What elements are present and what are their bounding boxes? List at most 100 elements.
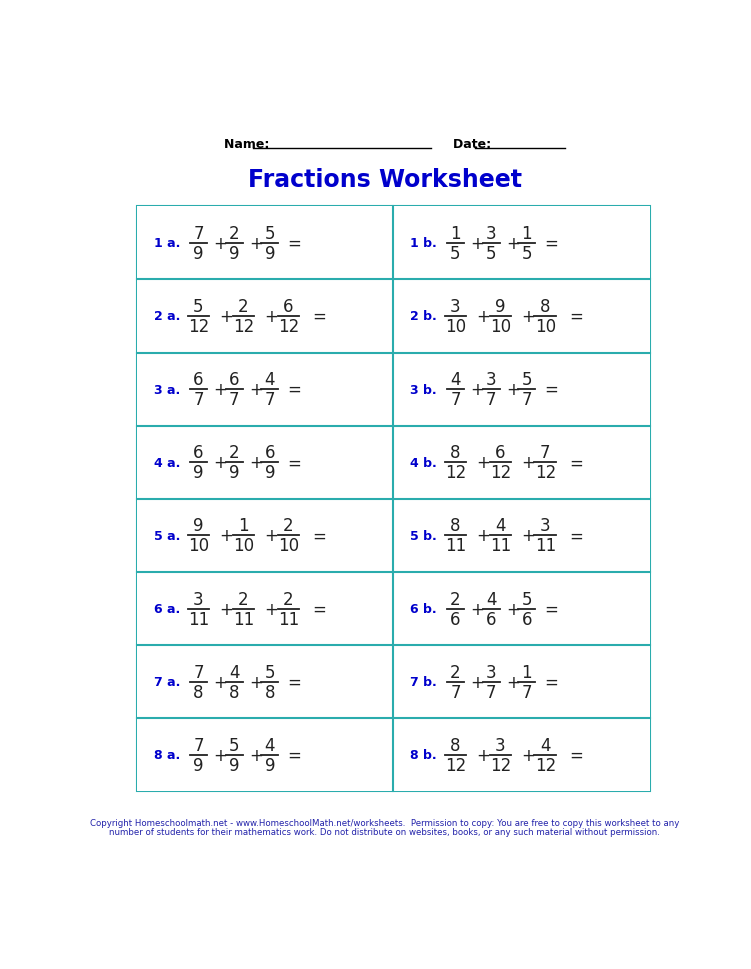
Text: +: + (249, 746, 263, 765)
Bar (137, 426, 394, 499)
Text: 7 b.: 7 b. (411, 675, 437, 689)
Text: 2: 2 (450, 590, 460, 608)
Text: 6: 6 (521, 610, 532, 628)
Text: 4 b.: 4 b. (411, 456, 437, 469)
Text: +: + (219, 308, 234, 326)
Text: =: = (569, 746, 584, 765)
Text: 7: 7 (193, 225, 204, 242)
Text: 5 b.: 5 b. (411, 529, 437, 543)
Text: 11: 11 (535, 537, 556, 555)
Text: +: + (470, 381, 484, 398)
Text: +: + (264, 600, 279, 618)
Text: 8: 8 (264, 683, 275, 701)
Bar (137, 207, 394, 280)
Bar (137, 353, 394, 426)
Text: 1: 1 (521, 663, 532, 681)
Text: +: + (506, 673, 520, 691)
Text: 9: 9 (193, 464, 204, 482)
Text: 6: 6 (229, 371, 240, 389)
Text: 1 b.: 1 b. (411, 237, 437, 250)
Text: 4: 4 (264, 736, 275, 754)
Text: 8 b.: 8 b. (411, 749, 437, 762)
Text: 5: 5 (521, 244, 532, 263)
Text: =: = (569, 308, 584, 326)
Text: +: + (506, 381, 520, 398)
Text: =: = (288, 746, 302, 765)
Text: 10: 10 (278, 537, 299, 555)
Text: +: + (521, 746, 535, 765)
Text: 12: 12 (445, 756, 466, 774)
Text: +: + (249, 453, 263, 472)
Text: 6 b.: 6 b. (411, 603, 437, 615)
Text: =: = (288, 381, 302, 398)
Text: 2: 2 (229, 444, 240, 462)
Text: +: + (249, 381, 263, 398)
Text: 3: 3 (450, 297, 460, 316)
Text: +: + (264, 527, 279, 545)
Text: +: + (213, 453, 227, 472)
Text: 12: 12 (490, 464, 511, 482)
Text: 8: 8 (450, 736, 460, 754)
Text: =: = (312, 308, 327, 326)
Text: +: + (213, 673, 227, 691)
Text: 7: 7 (521, 391, 532, 409)
Text: 12: 12 (535, 464, 556, 482)
Text: +: + (213, 234, 227, 253)
Text: 4 a.: 4 a. (153, 456, 180, 469)
Text: +: + (219, 600, 234, 618)
Text: 10: 10 (490, 318, 511, 335)
Text: 11: 11 (445, 537, 466, 555)
Text: 3 b.: 3 b. (411, 384, 437, 396)
Bar (394, 353, 650, 426)
Text: 8: 8 (450, 444, 460, 462)
Text: +: + (476, 308, 490, 326)
Text: +: + (506, 600, 520, 618)
Text: +: + (521, 308, 535, 326)
Text: 7: 7 (193, 391, 204, 409)
Text: 7: 7 (193, 736, 204, 754)
Text: 7: 7 (450, 391, 460, 409)
Text: 11: 11 (233, 610, 254, 628)
Text: 5: 5 (486, 244, 496, 263)
Text: 10: 10 (445, 318, 466, 335)
Text: 5: 5 (229, 736, 240, 754)
Text: 11: 11 (188, 610, 209, 628)
Text: 12: 12 (233, 318, 254, 335)
Text: 2: 2 (283, 516, 294, 535)
Text: =: = (544, 234, 559, 253)
Text: Name:: Name: (224, 139, 274, 151)
Text: 2: 2 (238, 590, 249, 608)
Text: +: + (249, 673, 263, 691)
Bar (137, 207, 650, 792)
Text: 10: 10 (535, 318, 556, 335)
Text: 7: 7 (450, 683, 460, 701)
Text: 4: 4 (264, 371, 275, 389)
Bar (137, 645, 394, 719)
Text: 6: 6 (283, 297, 294, 316)
Text: 12: 12 (188, 318, 209, 335)
Text: +: + (213, 381, 227, 398)
Text: 4: 4 (486, 590, 496, 608)
Text: 12: 12 (278, 318, 299, 335)
Text: 7: 7 (521, 683, 532, 701)
Text: 9: 9 (229, 756, 240, 774)
Text: 1: 1 (521, 225, 532, 242)
Text: =: = (288, 234, 302, 253)
Text: 2 a.: 2 a. (153, 310, 180, 323)
Text: 5: 5 (450, 244, 460, 263)
Text: 3 a.: 3 a. (153, 384, 179, 396)
Text: 5: 5 (193, 297, 204, 316)
Text: 8: 8 (193, 683, 204, 701)
Text: 6: 6 (264, 444, 275, 462)
Text: 8 a.: 8 a. (153, 749, 179, 762)
Text: =: = (288, 673, 302, 691)
Text: 6 a.: 6 a. (153, 603, 179, 615)
Text: 9: 9 (193, 756, 204, 774)
Text: 9: 9 (193, 516, 204, 535)
Text: 7: 7 (540, 444, 550, 462)
Text: +: + (213, 746, 227, 765)
Text: 6: 6 (450, 610, 460, 628)
Text: +: + (476, 746, 490, 765)
Text: =: = (288, 453, 302, 472)
Bar (137, 280, 394, 353)
